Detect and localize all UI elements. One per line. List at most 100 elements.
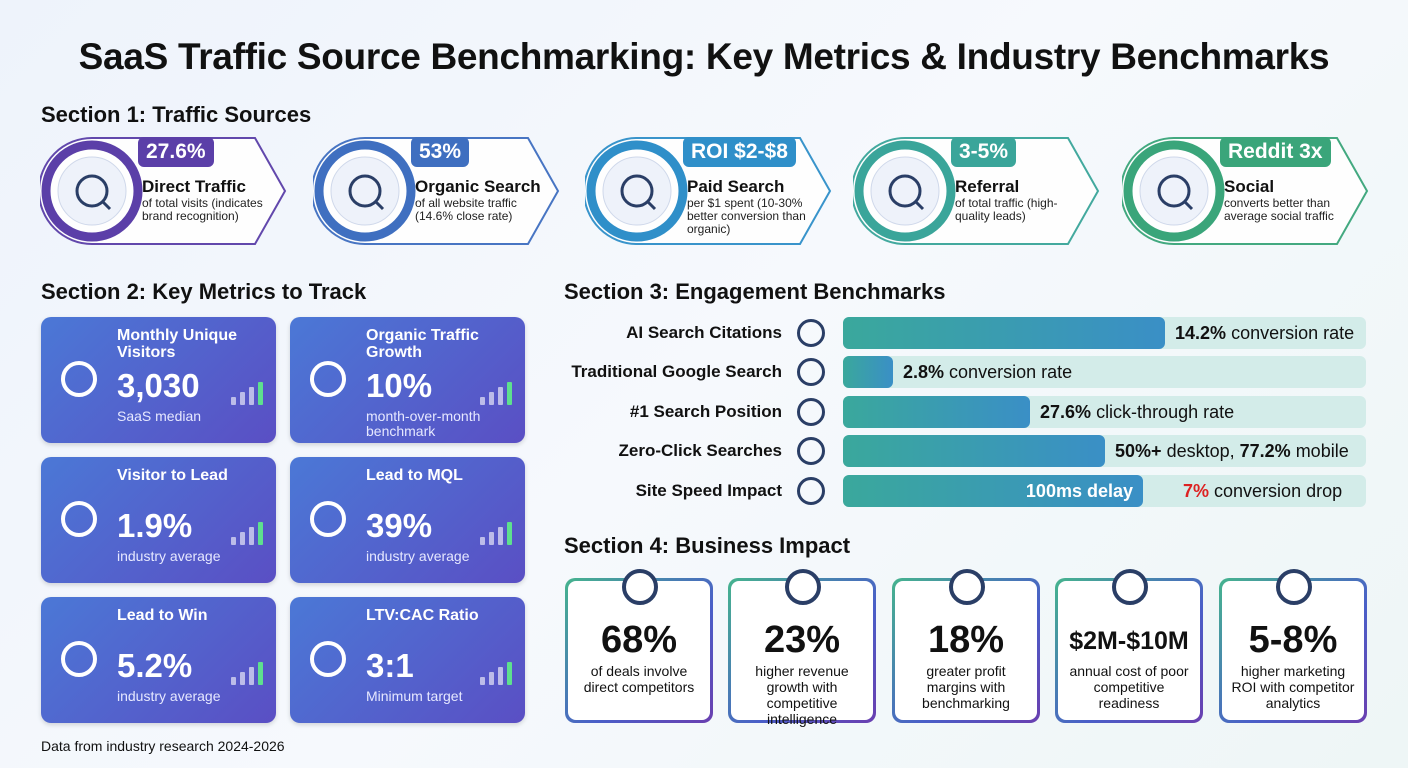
impact-icon xyxy=(949,569,985,605)
source-name: Organic Search xyxy=(415,177,541,196)
impact-value: $2M-$10M xyxy=(1069,627,1189,655)
traffic-card: Reddit 3x Social converts better than aver… xyxy=(1122,135,1372,247)
section-heading: Section 1: Traffic Sources xyxy=(41,102,312,127)
row-text: 7% conversion drop xyxy=(1183,475,1342,507)
impact-desc: greater profit margins with benchmarking xyxy=(922,663,1010,711)
row-value: 77.2% xyxy=(1239,441,1291,461)
bar-track: 50%+ desktop, 77.2% mobile xyxy=(843,435,1366,467)
icon xyxy=(620,174,654,208)
source-name: Social xyxy=(1224,177,1275,196)
spark-bar xyxy=(249,527,254,545)
metric-title: Lead to MQL xyxy=(366,467,463,484)
icon-bg xyxy=(330,156,400,226)
impact-icon xyxy=(1112,569,1148,605)
bar-track: 14.2% conversion rate xyxy=(843,317,1366,349)
metric-note: Minimum target xyxy=(366,688,463,704)
spark-bar xyxy=(498,667,503,685)
spark-bar xyxy=(258,662,263,685)
impact-desc: higher revenue growth with competitive i… xyxy=(755,663,849,727)
icon xyxy=(373,199,385,211)
metric-value: 3:1 xyxy=(366,647,414,684)
impact-card: 68% of deals involve direct competitors xyxy=(565,569,713,723)
metric-title: Organic Traffic Growth xyxy=(366,327,479,361)
icon xyxy=(310,501,346,537)
metric-note: industry average xyxy=(366,548,470,564)
spark-bar xyxy=(498,527,503,545)
impact-desc: higher marketing ROI with competitor ana… xyxy=(1231,663,1355,711)
spark-bar xyxy=(240,672,245,685)
metric-card: Organic Traffic Growth 10% month-over-mont… xyxy=(290,317,525,443)
spark-bar xyxy=(489,672,494,685)
icon xyxy=(61,361,97,397)
icon xyxy=(913,199,925,211)
metric-title: Visitor to Lead xyxy=(117,467,228,484)
bar-fill xyxy=(843,435,1105,467)
row-label: Site Speed Impact xyxy=(635,481,782,500)
bar-track: 100ms delay 7% conversion drop xyxy=(843,475,1366,507)
row-label: Traditional Google Search xyxy=(571,362,782,381)
row-text: 50%+ desktop, 77.2% mobile xyxy=(1115,435,1349,467)
source-name: Paid Search xyxy=(687,177,785,196)
bar-fill xyxy=(843,475,1143,507)
spark-bar xyxy=(507,522,512,545)
row-desc: click-through rate xyxy=(1096,402,1235,422)
badge: ROI $2-$8 xyxy=(683,137,796,167)
card-shape xyxy=(40,137,287,245)
row-icon xyxy=(797,477,825,505)
decor xyxy=(61,641,263,685)
impact-inner: $2M-$10M annual cost of poor competitive … xyxy=(1058,569,1200,720)
badge: 3-5% xyxy=(951,137,1017,167)
impact-card: 23% higher revenue growth with competitiv… xyxy=(728,569,876,727)
impact-icon xyxy=(622,569,658,605)
decor xyxy=(310,641,512,685)
metric-card: LTV:CAC Ratio 3:1 Minimum target xyxy=(290,597,525,723)
icon-bg xyxy=(870,156,940,226)
spark-bar xyxy=(258,522,263,545)
row-value: 2.8% xyxy=(903,362,945,382)
spark-bar xyxy=(240,392,245,405)
section-heading: Section 2: Key Metrics to Track xyxy=(41,279,367,304)
row-value: 14.2% xyxy=(1175,323,1227,343)
impact-inner: 18% greater profit margins with benchmark… xyxy=(895,569,1037,720)
row-desc: conversion rate xyxy=(1231,323,1355,343)
section-heading: Section 3: Engagement Benchmarks xyxy=(564,279,946,304)
row-value: 7% xyxy=(1183,481,1210,501)
spark-bar xyxy=(489,532,494,545)
decor xyxy=(310,361,512,405)
metric-value: 1.9% xyxy=(117,507,193,544)
traffic-card: 53% Organic Search of all website traffic … xyxy=(313,135,563,247)
metric-title: Lead to Win xyxy=(117,607,208,624)
icon xyxy=(348,174,382,208)
badge: 53% xyxy=(411,137,470,167)
metric-title: Monthly Unique Visitors xyxy=(117,327,237,361)
card-shape xyxy=(313,137,560,245)
row-text: 27.6% click-through rate xyxy=(1040,396,1234,428)
metric-note: month-over-month benchmark xyxy=(366,408,481,439)
source-name: Direct Traffic xyxy=(142,177,246,196)
icon xyxy=(888,174,922,208)
impact-card: 18% greater profit margins with benchmark… xyxy=(892,569,1040,723)
metric-note: industry average xyxy=(117,688,221,704)
spark-bar xyxy=(507,382,512,405)
impact-card: 5-8% higher marketing ROI with competitor… xyxy=(1219,569,1367,723)
spark-bar xyxy=(231,537,236,545)
row-icon xyxy=(797,319,825,347)
icon xyxy=(61,641,97,677)
spark-bar xyxy=(249,387,254,405)
spark-bar xyxy=(480,677,485,685)
impact-desc: of deals involve direct competitors xyxy=(583,663,695,695)
icon xyxy=(310,361,346,397)
decor xyxy=(310,501,512,545)
bar-fill xyxy=(843,317,1165,349)
row-desc: desktop, xyxy=(1166,441,1235,461)
badge: 27.6% xyxy=(138,137,214,167)
row-icon xyxy=(797,398,825,426)
icon xyxy=(61,501,97,537)
metric-value: 5.2% xyxy=(117,647,193,684)
row-label: Zero-Click Searches xyxy=(618,441,782,460)
metric-note: industry average xyxy=(117,548,221,564)
ring xyxy=(41,140,143,242)
metric-card: Monthly Unique Visitors 3,030 SaaS median xyxy=(41,317,276,443)
row-text: 2.8% conversion rate xyxy=(903,356,1072,388)
row-desc: conversion drop xyxy=(1214,481,1343,501)
